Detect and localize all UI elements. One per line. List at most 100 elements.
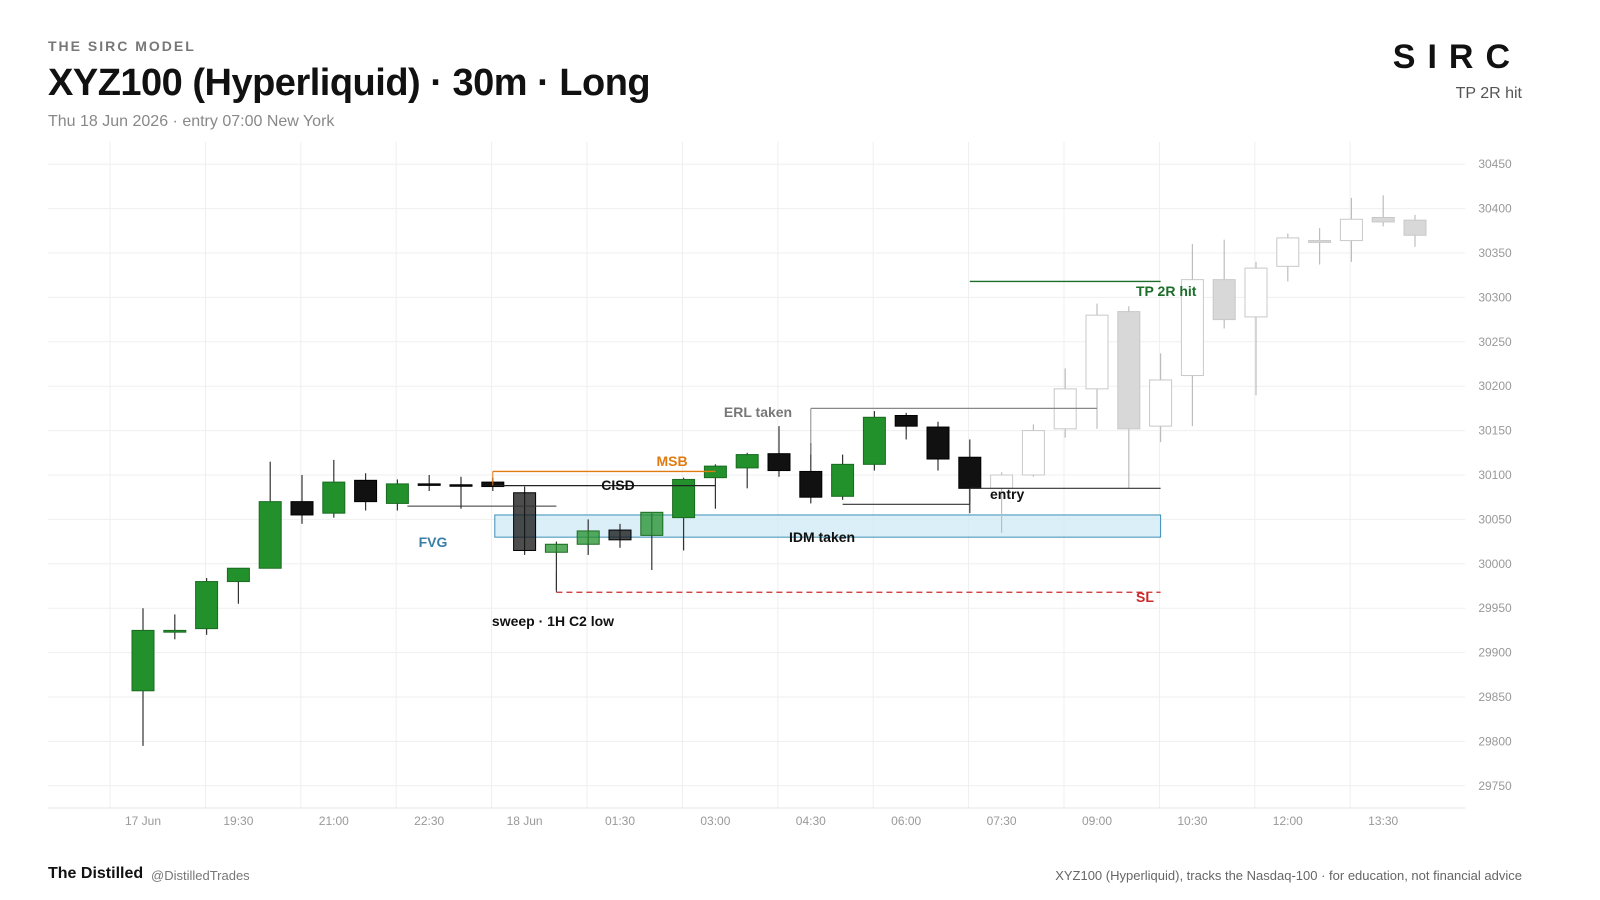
y-tick-label: 29950	[1478, 601, 1512, 615]
candle	[640, 511, 664, 571]
candle	[385, 479, 409, 511]
candle	[608, 523, 632, 548]
cisd-label: CISD	[601, 477, 634, 493]
candle-body	[1212, 279, 1236, 321]
x-tick-label: 18 Jun	[507, 814, 543, 828]
candle	[1339, 197, 1363, 262]
x-tick-label: 01:30	[605, 814, 635, 828]
candle-body	[226, 567, 250, 583]
chart-eyebrow: THE SIRC MODEL	[48, 38, 196, 54]
candle	[1308, 228, 1332, 265]
y-tick-label: 29850	[1478, 690, 1512, 704]
candle-body	[1339, 218, 1363, 242]
candle-body	[290, 501, 314, 516]
candle-body	[831, 463, 855, 497]
candle	[1371, 195, 1395, 227]
x-tick-label: 03:00	[700, 814, 730, 828]
x-tick-label: 09:00	[1082, 814, 1112, 828]
fvg-label: FVG	[419, 534, 448, 550]
chart-labels: FVG MSB CISD ERL taken IDM taken entry TP 2R h…	[419, 283, 1197, 629]
chart-title: XYZ100 (Hyperliquid) · 30m · Long	[48, 62, 651, 104]
candle	[417, 475, 441, 491]
chart-grid	[48, 142, 1465, 809]
y-tick-label: 29800	[1478, 734, 1512, 748]
chart-axes: 30450 30400 30350 30300 30250 30200 30150 30100…	[125, 157, 1512, 828]
x-tick-label: 12:00	[1273, 814, 1303, 828]
candle-body	[258, 501, 282, 569]
candle	[163, 614, 187, 640]
x-tick-label: 17 Jun	[125, 814, 161, 828]
y-tick-label: 29900	[1478, 646, 1512, 660]
candle-body	[1244, 267, 1268, 318]
candle	[1403, 214, 1427, 247]
candle	[1180, 244, 1204, 427]
candle-body	[767, 453, 791, 472]
sl-label: SL	[1136, 589, 1154, 605]
y-tick-label: 30250	[1478, 335, 1512, 349]
x-tick-label: 21:00	[319, 814, 349, 828]
chart-subtitle: Thu 18 Jun 2026 · entry 07:00 New York	[48, 113, 335, 130]
candle-body	[1085, 314, 1109, 390]
candle-body	[926, 426, 950, 460]
x-tick-label: 22:30	[414, 814, 444, 828]
candle-body	[799, 470, 823, 498]
candle-body	[544, 543, 568, 553]
brand-logo: SIRC	[1392, 38, 1522, 76]
candle-body	[513, 492, 537, 551]
candle	[195, 578, 219, 635]
sweep-label: sweep · 1H C2 low	[492, 613, 614, 629]
candle-body	[163, 629, 187, 633]
candle-body	[385, 483, 409, 504]
candle-body	[1180, 279, 1204, 377]
trade-result: TP 2R hit	[1455, 85, 1522, 102]
x-tick-label: 04:30	[796, 814, 826, 828]
candle	[831, 454, 855, 500]
y-tick-label: 29750	[1478, 779, 1512, 793]
x-tick-label: 10:30	[1177, 814, 1207, 828]
candle-body	[608, 529, 632, 541]
x-tick-label: 19:30	[223, 814, 253, 828]
entry-label: entry	[990, 486, 1024, 502]
candle-body	[958, 456, 982, 489]
candle-body	[672, 478, 696, 519]
candle-body	[417, 483, 441, 486]
y-tick-label: 30200	[1478, 379, 1512, 393]
candle	[354, 473, 378, 511]
candle	[1276, 233, 1300, 282]
x-tick-label: 13:30	[1368, 814, 1398, 828]
candle	[735, 452, 759, 489]
candle-body	[894, 415, 918, 427]
x-tick-label: 07:30	[987, 814, 1017, 828]
candle-body	[862, 416, 886, 465]
candle	[258, 461, 282, 569]
candle-body	[322, 481, 346, 514]
candle	[862, 411, 886, 471]
y-tick-label: 30350	[1478, 246, 1512, 260]
y-tick-label: 30100	[1478, 468, 1512, 482]
candle-body	[195, 581, 219, 630]
candle-body	[640, 511, 664, 536]
footer-disclaimer: XYZ100 (Hyperliquid), tracks the Nasdaq-…	[1055, 868, 1522, 883]
candle-body	[735, 454, 759, 469]
idm-label: IDM taken	[789, 529, 855, 545]
candle	[576, 519, 600, 555]
y-tick-label: 30450	[1478, 157, 1512, 171]
y-tick-label: 30150	[1478, 424, 1512, 438]
candle	[767, 426, 791, 477]
footer-handle: @DistilledTrades	[151, 868, 250, 883]
candle	[926, 421, 950, 471]
candle	[672, 477, 696, 551]
candle-body	[1308, 240, 1332, 243]
y-tick-label: 30300	[1478, 290, 1512, 304]
candle	[1149, 353, 1173, 443]
y-tick-label: 30000	[1478, 557, 1512, 571]
y-tick-label: 30400	[1478, 202, 1512, 216]
candle-body	[576, 530, 600, 545]
candle	[1212, 239, 1236, 329]
candle	[1053, 368, 1077, 438]
chart-candles	[131, 195, 1427, 746]
candle	[1021, 424, 1045, 477]
candle-body	[354, 479, 378, 503]
candle	[322, 459, 346, 518]
candle-body	[1403, 219, 1427, 236]
